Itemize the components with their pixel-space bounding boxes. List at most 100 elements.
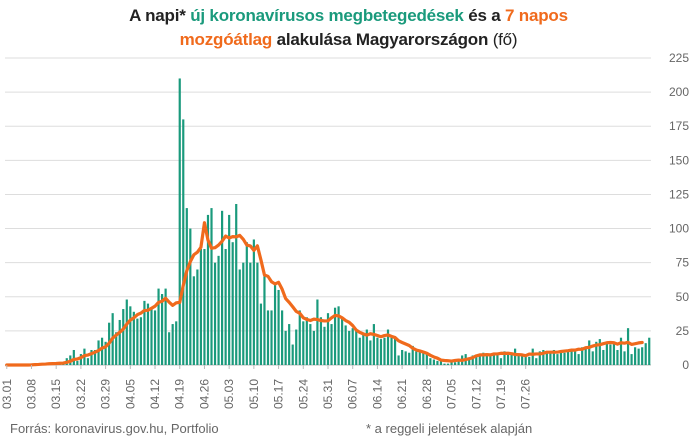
bar (609, 344, 612, 365)
bar (485, 354, 488, 365)
bar (79, 354, 82, 365)
bar (104, 341, 107, 365)
bar (584, 348, 587, 365)
bar (224, 249, 227, 365)
bar (616, 349, 619, 365)
bar (129, 306, 132, 365)
bar (535, 358, 538, 365)
x-tick-label: 03.08 (24, 379, 38, 409)
y-tick-label: 150 (669, 153, 689, 167)
bar (288, 324, 291, 365)
bar (453, 362, 457, 365)
bar (348, 330, 351, 365)
x-tick-label: 07.19 (494, 379, 508, 409)
bar (312, 330, 315, 365)
bar (76, 360, 79, 365)
bar (150, 307, 153, 365)
bar (570, 349, 573, 365)
bar (86, 358, 90, 365)
bar (390, 337, 393, 365)
bar (136, 318, 139, 365)
bar (478, 355, 481, 365)
y-tick-label: 225 (669, 51, 689, 65)
bar (252, 239, 255, 365)
bar (450, 362, 453, 365)
bar (206, 214, 210, 365)
bar (125, 299, 128, 365)
title-part-1: A napi* (129, 6, 191, 25)
y-axis: 0 25 50 75 100 125 150 175 200 225 (669, 51, 689, 372)
bar (270, 310, 273, 365)
bar (217, 255, 220, 365)
bar (256, 262, 259, 365)
bar (404, 351, 407, 365)
bar (369, 340, 372, 365)
bar (185, 208, 188, 365)
bar (383, 337, 386, 365)
bar (648, 337, 651, 365)
bar (242, 262, 245, 365)
bar (97, 340, 100, 365)
bar (566, 351, 570, 365)
bar (115, 332, 118, 365)
bar (556, 354, 559, 365)
bar (316, 299, 319, 365)
bar (118, 319, 121, 365)
bar (93, 349, 97, 365)
bar (612, 341, 616, 365)
bar (634, 347, 637, 365)
bar (386, 329, 390, 365)
bar (178, 78, 181, 365)
title-part-7: (fő) (492, 30, 518, 49)
moving-average-line (5, 221, 644, 367)
bar (425, 354, 428, 365)
y-tick-label: 125 (669, 187, 689, 201)
bar (358, 337, 361, 365)
bar (457, 360, 460, 365)
bar (552, 349, 556, 365)
bar (393, 337, 397, 365)
x-tick-label: 07.05 (445, 379, 459, 409)
bar (228, 214, 231, 365)
bar (199, 249, 203, 365)
bar (443, 363, 446, 365)
bar (203, 249, 206, 365)
bar (291, 344, 294, 365)
y-tick-label: 200 (669, 85, 689, 99)
bar (503, 351, 506, 365)
bar (581, 347, 584, 365)
bar (281, 310, 284, 365)
bar-series (33, 78, 651, 366)
bar (401, 349, 404, 365)
bar (122, 309, 125, 365)
bar (545, 352, 548, 365)
bar (153, 310, 157, 365)
bar (337, 306, 340, 365)
bar (355, 329, 358, 365)
bar (591, 351, 594, 365)
bar (542, 349, 545, 365)
x-tick-label: 04.05 (123, 379, 137, 409)
bar (341, 317, 344, 365)
bar (171, 324, 174, 365)
bar (326, 313, 330, 365)
bar (192, 276, 195, 365)
bar (605, 341, 608, 365)
bar (210, 208, 213, 365)
x-tick-label: 05.03 (222, 379, 236, 409)
bar (90, 349, 93, 365)
bar (641, 347, 644, 365)
bar (284, 330, 287, 365)
bar (471, 355, 474, 365)
bar (379, 339, 383, 365)
bar (602, 349, 605, 365)
bar (496, 352, 499, 365)
x-tick-label: 06.14 (370, 379, 384, 409)
bar (644, 343, 647, 365)
bar (245, 242, 248, 365)
title-part-5: mozgóátlag (179, 30, 273, 49)
x-tick-label: 06.07 (346, 379, 360, 409)
bar (499, 358, 503, 365)
bar (588, 340, 591, 365)
bar (439, 360, 443, 365)
